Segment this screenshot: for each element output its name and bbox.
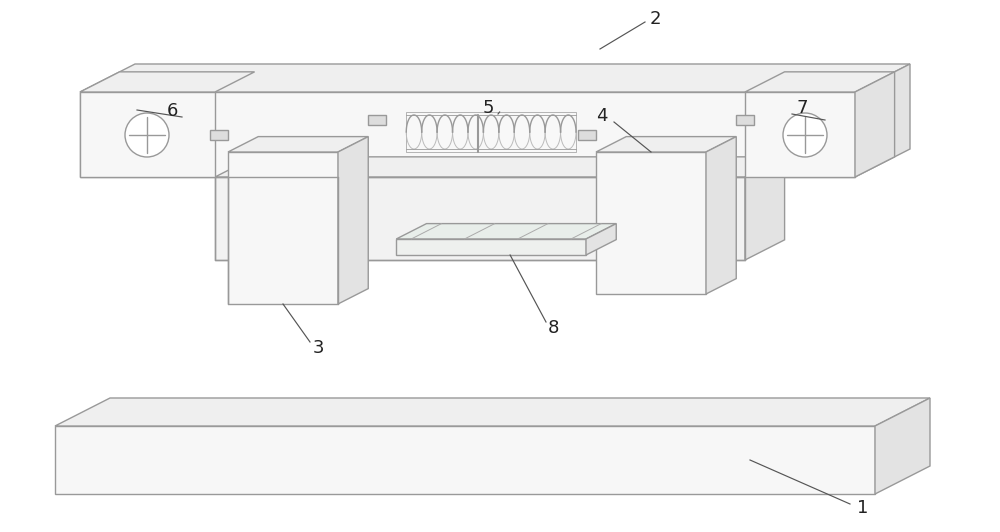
Polygon shape (875, 398, 930, 494)
Polygon shape (338, 137, 368, 304)
Bar (578, 130, 596, 140)
Bar (368, 114, 386, 124)
Polygon shape (596, 137, 736, 152)
Text: 7: 7 (797, 99, 808, 117)
Polygon shape (80, 64, 910, 92)
Polygon shape (55, 398, 930, 426)
Bar (596, 152, 706, 294)
Polygon shape (855, 72, 895, 177)
Polygon shape (80, 72, 255, 92)
Text: 2: 2 (650, 10, 662, 28)
Bar (80, 92, 855, 177)
Polygon shape (745, 157, 785, 260)
Text: 6: 6 (167, 102, 178, 120)
Bar (228, 152, 338, 304)
Polygon shape (855, 64, 910, 177)
Bar (745, 92, 855, 177)
Polygon shape (228, 137, 368, 152)
Bar (396, 239, 586, 255)
Bar (80, 92, 215, 177)
Bar (406, 112, 576, 152)
Polygon shape (586, 223, 616, 255)
Circle shape (125, 113, 169, 157)
Polygon shape (706, 137, 736, 294)
Text: 5: 5 (482, 99, 494, 117)
Bar (210, 130, 228, 140)
Polygon shape (396, 223, 616, 239)
Polygon shape (215, 157, 785, 177)
Text: 4: 4 (596, 107, 608, 125)
Bar (55, 426, 875, 494)
Bar (215, 177, 745, 260)
Text: 8: 8 (548, 319, 559, 337)
Circle shape (783, 113, 827, 157)
Text: 1: 1 (857, 499, 868, 517)
Polygon shape (745, 72, 895, 92)
Bar (736, 114, 754, 124)
Text: 3: 3 (313, 339, 324, 357)
